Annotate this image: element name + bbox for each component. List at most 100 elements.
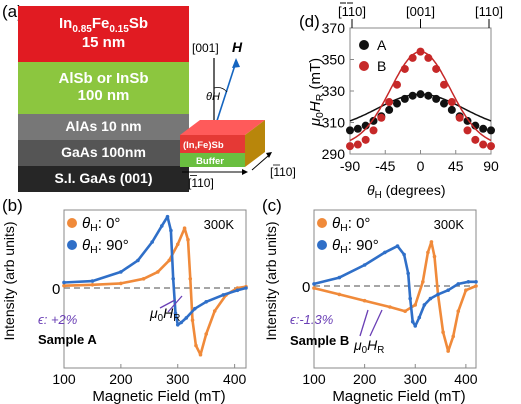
spectrum-point-0 [432,254,437,259]
spectrum-point-1 [474,280,478,284]
legend-label-90: θH: 90° [332,237,379,256]
hr-label: μ0HR [353,337,384,356]
spectrum-point-1 [362,263,367,267]
layer-alas-text: AlAs 10 nm [65,118,142,135]
spectrum-point-0 [464,288,468,292]
legend-marker-B [359,61,369,71]
layer-substrate: S.I. GaAs (001) [18,166,189,192]
spectrum-point-1 [436,292,440,297]
chart-d: 290 310 330 350 370 -90 -45 0 45 90 [110] [001] [110… [307,2,503,201]
spectrum-0 [63,226,247,356]
spectrum-point-1 [173,311,178,316]
legend-marker-0 [67,218,77,228]
top-dir-label: [110] [338,4,366,19]
y-axis-label: Intensity (arb units) [1,221,17,340]
spectrum-point-1 [395,244,400,248]
spectrum-point-1 [136,258,140,263]
block-top-label: (In,Fe)Sb [183,140,224,151]
x-axis-label-d: θH (degrees) [367,182,446,201]
spectrum-point-1 [171,277,175,281]
hr-pointer-1 [167,295,183,313]
data-point-B [353,140,362,149]
y-tick-label-d: 350 [322,52,346,68]
layer-infesb: In0.85Fe0.15Sb 15 nm [18,6,189,62]
x-tick-label-d: 0 [417,158,425,174]
spectrum-point-1 [312,282,316,286]
data-point-A [353,124,362,133]
block-buffer-label: Buffer [196,156,224,167]
y-tick-label-d: 370 [322,20,346,36]
dir-m110-arrow [251,155,269,171]
block-side [245,120,265,167]
x-tick-label-d: -90 [340,158,360,174]
spectrum-point-1 [150,240,154,244]
data-point-A [432,94,441,103]
spectrum-point-1 [428,296,433,301]
temperature-label: 300K [204,217,235,232]
data-point-B [471,135,480,144]
layer-infesb-thickness: 15 nm [81,34,126,52]
sample-label: Sample B [290,333,349,348]
spectrum-point-1 [165,214,170,219]
spectrum-1 [63,215,247,327]
theta-label: θH [206,91,220,103]
spectrum-point-1 [402,252,406,257]
data-point-B [369,126,378,135]
x-tick-label: 400 [223,371,247,387]
temperature-label: 300K [434,217,465,232]
spectrum-point-0 [421,280,425,284]
data-point-B [447,98,456,107]
data-point-A [447,105,456,114]
data-point-B [479,140,488,149]
x-axis-label: Magnetic Field (mT) [332,388,465,404]
layer-alas: AlAs 10 nm [18,114,189,140]
strain-label: ϵ:-1.3% [290,312,333,327]
spectrum-point-1 [406,271,410,276]
layer-buffer-thickness: 100 nm [77,87,130,104]
block-front-top [180,135,245,153]
data-point-B [463,126,472,135]
legend-marker-90 [67,240,77,250]
spectrum-point-0 [194,343,198,348]
legend-label-A: A [377,37,387,53]
spectrum-point-0 [337,292,342,297]
top-dir-label: [110] [475,4,503,19]
panel-c-label: (c) [262,196,282,215]
data-point-B [408,53,417,62]
y-tick-label-d: 330 [322,83,346,99]
spectrum-point-0 [441,330,445,334]
data-point-A [408,91,417,100]
legend-marker-90 [317,240,327,250]
data-point-A [487,126,495,135]
data-point-B [385,98,394,107]
y-tick-label-d: 310 [322,115,346,131]
spectrum-point-0 [167,258,172,263]
spectrum-point-0 [190,318,195,322]
layer-buffer-material: AlSb or InSb [58,70,149,88]
legend-marker-A [359,40,369,50]
panel-a-label: (a) [2,2,23,21]
x-tick-label-d: 45 [448,158,464,174]
x-tick-label: 300 [404,371,428,387]
x-tick-label: 100 [302,371,326,387]
dir-m110-arrowhead [266,152,272,158]
data-point-A [440,99,448,108]
layer-gaas-text: GaAs 100nm [61,144,146,161]
legend-label-90: θH: 90° [82,237,129,256]
block-top [180,120,265,135]
spectrum-point-0 [312,286,316,290]
layer-infesb-formula: In0.85Fe0.15Sb [59,15,148,35]
field-arrow [213,61,237,131]
fit-curve-A [349,93,492,122]
data-point-B [432,64,441,73]
block-front-buffer [180,153,245,167]
spectrum-point-1 [169,228,173,233]
panel-d-label: (d) [299,12,320,31]
spectrum-point-0 [403,309,407,313]
spectrum-point-1 [446,288,450,292]
spectrum-point-0 [90,282,95,287]
spectrum-point-0 [474,284,478,288]
spectrum-point-0 [141,277,146,281]
field-h-label: H [232,39,243,55]
